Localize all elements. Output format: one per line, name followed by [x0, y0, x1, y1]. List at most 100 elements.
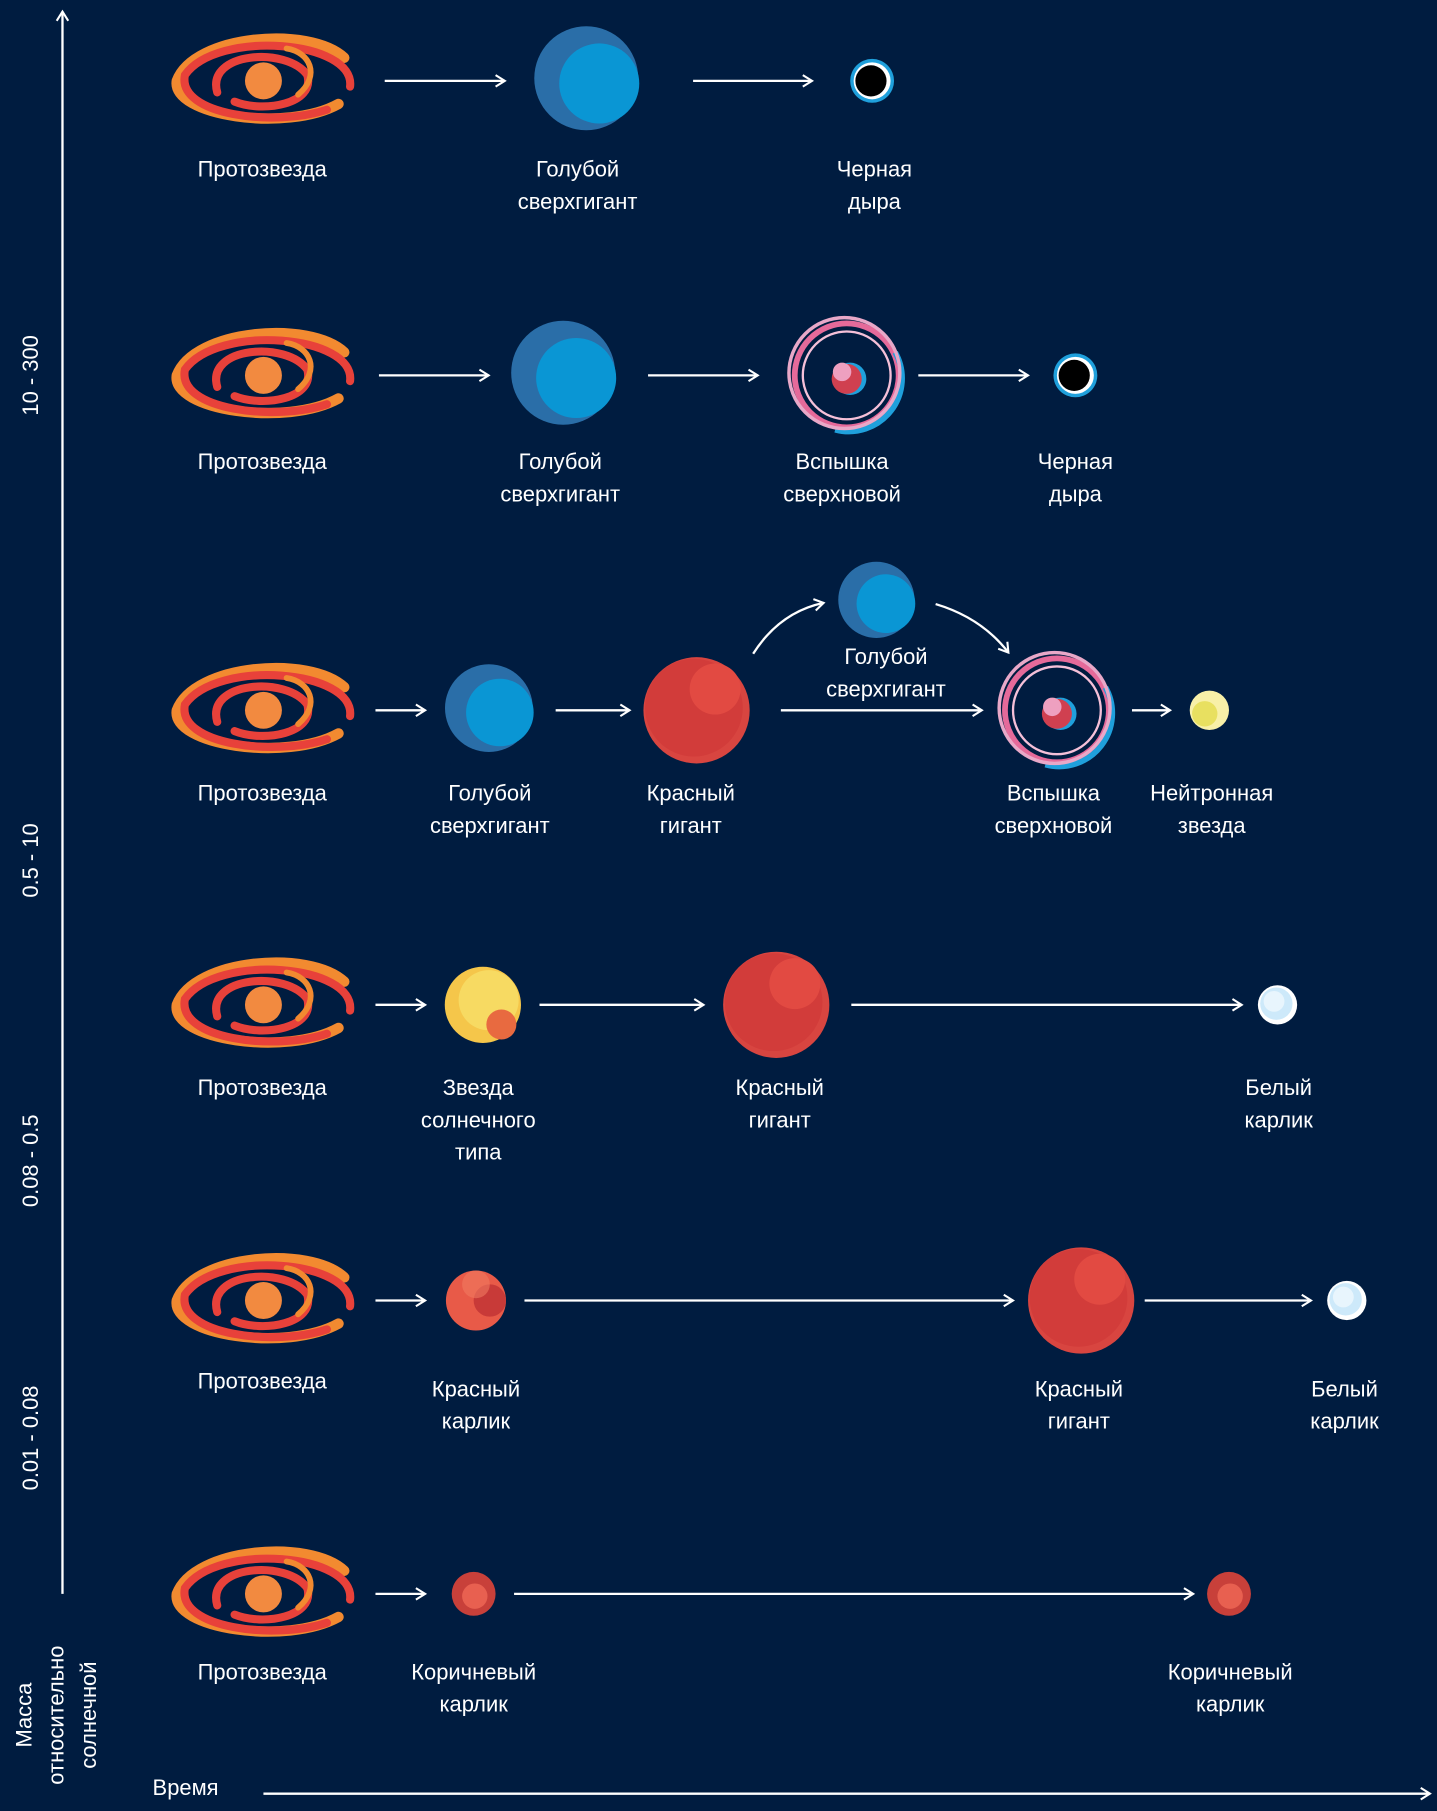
spiral — [212, 977, 313, 1035]
stage: Протозвезда — [171, 1546, 355, 1684]
core — [244, 1575, 282, 1613]
hole — [855, 65, 887, 97]
evolution-row: Протозвезда Голубой сверхгигант Вспышка свер… — [171, 315, 1113, 506]
star-core — [1332, 1286, 1354, 1308]
spiral — [180, 965, 355, 1046]
y-axis-label: относительно — [44, 1646, 69, 1785]
stage: Черная дыра — [1038, 353, 1113, 506]
stage-label: гигант — [749, 1107, 811, 1132]
stage-label: Вспышка — [1007, 780, 1101, 805]
stage: Голубой сверхгигант — [518, 26, 640, 214]
stage-label: карлик — [1196, 1692, 1265, 1717]
star-core — [1217, 1583, 1243, 1609]
stage-label: типа — [455, 1140, 502, 1165]
evolution-row: Протозвезда Голубой сверхгигант Красный гига… — [171, 561, 1273, 838]
star-core — [536, 337, 617, 418]
stage: Голубой сверхгигант — [430, 664, 550, 838]
spiral — [180, 1554, 355, 1635]
shell-inner — [801, 330, 892, 421]
stage-label: Голубой — [448, 780, 531, 805]
stage: Голубой сверхгигант — [500, 320, 620, 506]
flare — [1074, 1253, 1126, 1305]
arrow — [752, 598, 826, 655]
spiral — [180, 671, 355, 752]
stage-label: Красный — [432, 1376, 520, 1401]
star-core — [1263, 990, 1285, 1012]
stage: Белый карлик — [1244, 985, 1313, 1132]
y-axis-label: Масса — [11, 1682, 36, 1748]
stage: Вспышка сверхновой — [783, 315, 905, 506]
stage-label: звезда — [1178, 813, 1247, 838]
stage-label: Протозвезда — [198, 1075, 328, 1100]
stage-label: Протозвезда — [198, 157, 328, 182]
stage: Красный гигант — [643, 657, 750, 838]
stage-label: карлик — [1244, 1107, 1313, 1132]
spiral — [180, 1261, 355, 1342]
hole — [1058, 359, 1090, 391]
stage: Коричневый карлик — [1168, 1571, 1293, 1717]
spiral — [212, 53, 313, 111]
stage: Голубой сверхгигант — [752, 561, 1010, 701]
stage-label: Голубой — [536, 157, 619, 182]
star-core — [462, 1583, 488, 1609]
stage-label: Красный — [736, 1075, 824, 1100]
stage: Вспышка сверхновой — [995, 650, 1116, 838]
stage-label: сверхгигант — [430, 813, 550, 838]
flare — [769, 958, 821, 1010]
core — [244, 986, 282, 1024]
star-core — [559, 43, 640, 124]
mass-range: 0.08 - 0.5 — [18, 1114, 43, 1207]
evolution-row: Протозвезда Голубой сверхгигант Черная дыра — [171, 26, 912, 214]
x-axis-label: Время — [153, 1775, 219, 1800]
stage: Протозвезда — [171, 662, 355, 805]
mass-range: 0.01 - 0.08 — [18, 1385, 43, 1490]
stage-label: солнечного — [421, 1107, 536, 1132]
stage-label: Белый — [1245, 1075, 1312, 1100]
stage-label: Нейтронная — [1150, 780, 1273, 805]
evolution-row: Протозвезда Коричневый карлик Коричневый кар… — [171, 1546, 1293, 1717]
stage: Красный карлик — [432, 1270, 520, 1434]
stage-label: Красный — [647, 780, 735, 805]
flare — [689, 663, 741, 715]
spiral — [212, 1272, 313, 1331]
stage-label: Голубой — [844, 644, 927, 669]
evolution-row: Протозвезда Красный карлик Красный гигант Бел… — [171, 1247, 1379, 1434]
stage-label: сверхгигант — [500, 481, 620, 506]
stage-label: Голубой — [519, 449, 602, 474]
stage-label: Коричневый — [411, 1659, 536, 1684]
stage: Коричневый карлик — [411, 1571, 536, 1717]
stage: Протозвезда — [171, 33, 355, 182]
spiral — [212, 347, 313, 406]
stage-label: Вспышка — [796, 449, 890, 474]
spiral — [212, 1566, 313, 1624]
stage: Протозвезда — [171, 957, 355, 1100]
core — [244, 356, 282, 394]
core — [244, 691, 282, 729]
spiral — [283, 45, 314, 98]
stage-label: Черная — [1038, 449, 1113, 474]
star-light — [462, 1270, 490, 1299]
spiral — [283, 969, 314, 1022]
stage-label: Коричневый — [1168, 1659, 1293, 1684]
core — [832, 362, 852, 382]
stage-label: Красный — [1035, 1376, 1123, 1401]
core — [244, 1282, 282, 1319]
mass-range: 10 - 300 — [18, 335, 43, 415]
stage-label: карлик — [439, 1692, 508, 1717]
spot — [486, 1009, 517, 1040]
stage: Протозвезда — [171, 1253, 355, 1393]
stage-label: Протозвезда — [198, 1659, 328, 1684]
core — [1043, 697, 1062, 717]
shell-outer — [787, 315, 902, 431]
stage-label: гигант — [1048, 1409, 1110, 1434]
stage: Звезда солнечного типа — [421, 966, 536, 1165]
stage-label: карлик — [1310, 1409, 1379, 1434]
spiral — [283, 675, 314, 728]
spiral — [212, 682, 313, 740]
stage: Нейтронная звезда — [1150, 690, 1273, 838]
spiral — [283, 1265, 314, 1318]
spiral — [283, 1558, 314, 1611]
star-core — [856, 574, 916, 633]
